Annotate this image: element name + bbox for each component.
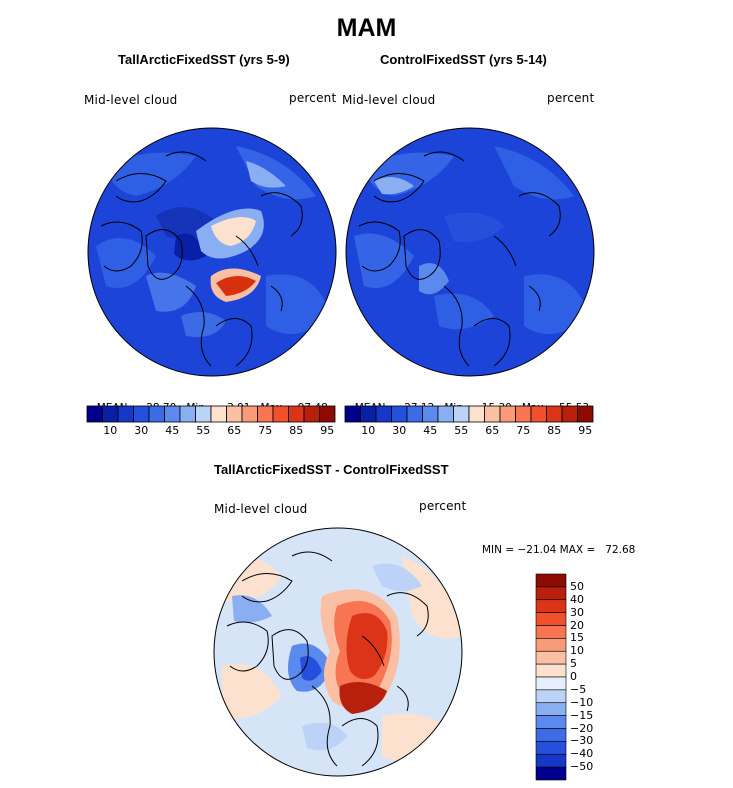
colorbar-swatch bbox=[422, 405, 439, 423]
colorbar-tick-label: 75 bbox=[516, 424, 531, 437]
panel-3-variable-label: Mid-level cloud bbox=[214, 502, 308, 516]
colorbar-swatch bbox=[391, 405, 408, 423]
colorbar-swatch bbox=[117, 405, 134, 423]
colorbar-swatch bbox=[546, 405, 563, 423]
colorbar-tick-label: 75 bbox=[258, 424, 273, 437]
panel-1-title: TallArcticFixedSST (yrs 5-9) bbox=[118, 52, 290, 67]
colorbar-swatch bbox=[535, 715, 567, 729]
colorbar-swatch bbox=[535, 753, 567, 768]
colorbar-swatch bbox=[288, 405, 305, 423]
colorbar-swatch bbox=[535, 663, 567, 678]
colorbar-tick-label: −15 bbox=[570, 708, 594, 722]
colorbar-swatch bbox=[535, 586, 567, 601]
colorbar-tick-label: 55 bbox=[196, 424, 211, 437]
colorbar-swatch bbox=[535, 728, 567, 742]
colorbar-panel-2 bbox=[344, 405, 594, 423]
panel-3-units-label: percent bbox=[419, 499, 467, 513]
colorbar-tick-label: 85 bbox=[547, 424, 562, 437]
colorbar-tick-label: 10 bbox=[103, 424, 118, 437]
colorbar-swatch bbox=[195, 405, 212, 423]
colorbar-swatch bbox=[453, 405, 470, 423]
colorbar-tick-label: 15 bbox=[570, 631, 584, 645]
colorbar-swatch bbox=[515, 405, 532, 423]
colorbar-tick-label: 55 bbox=[454, 424, 469, 437]
colorbar-tick-label: 45 bbox=[165, 424, 180, 437]
panel-3-title: TallArcticFixedSST - ControlFixedSST bbox=[214, 462, 449, 477]
colorbar-tick-label: 30 bbox=[392, 424, 407, 437]
colorbar-swatch bbox=[437, 405, 454, 423]
colorbar-tick-label: 10 bbox=[570, 644, 584, 658]
colorbar-tick-label: −40 bbox=[570, 747, 594, 761]
colorbar-swatch bbox=[406, 405, 423, 423]
colorbar-swatch bbox=[535, 638, 567, 652]
colorbar-tick-label: 85 bbox=[289, 424, 304, 437]
colorbar-swatch bbox=[561, 405, 578, 423]
map-panel-3 bbox=[213, 527, 463, 777]
colorbar-swatch bbox=[102, 405, 119, 423]
colorbar-difference bbox=[535, 573, 567, 781]
colorbar-tick-label: −5 bbox=[570, 682, 587, 696]
colorbar-swatch bbox=[535, 573, 567, 588]
colorbar-swatch bbox=[535, 689, 567, 704]
panel-1-variable-label: Mid-level cloud bbox=[84, 93, 178, 107]
colorbar-tick-label: 65 bbox=[227, 424, 242, 437]
colorbar-swatch bbox=[86, 405, 103, 423]
colorbar-panel-2-ticks: 10 30 45 55 65 75 85 95 bbox=[345, 424, 593, 438]
colorbar-swatch bbox=[535, 702, 567, 716]
colorbar-swatch bbox=[148, 405, 165, 423]
colorbar-swatch bbox=[535, 625, 567, 639]
colorbar-swatch bbox=[344, 405, 361, 423]
colorbar-swatch bbox=[360, 405, 377, 423]
panel-2-title: ControlFixedSST (yrs 5-14) bbox=[380, 52, 547, 67]
colorbar-swatch bbox=[484, 405, 501, 423]
panel-2-variable-label: Mid-level cloud bbox=[342, 93, 436, 107]
colorbar-swatch bbox=[272, 405, 289, 423]
colorbar-swatch bbox=[535, 650, 567, 665]
colorbar-swatch bbox=[241, 405, 258, 423]
map-panel-2 bbox=[345, 127, 595, 377]
colorbar-tick-label: −20 bbox=[570, 721, 594, 735]
colorbar-tick-label: 5 bbox=[570, 657, 577, 671]
panel-3-stats: MIN = −21.04 MAX = 72.68 bbox=[482, 544, 636, 556]
panel-1-units-label: percent bbox=[289, 91, 337, 105]
colorbar-swatch bbox=[179, 405, 196, 423]
colorbar-tick-label: −30 bbox=[570, 734, 594, 748]
colorbar-tick-label: 65 bbox=[485, 424, 500, 437]
colorbar-swatch bbox=[535, 766, 567, 781]
colorbar-panel-1 bbox=[86, 405, 336, 423]
colorbar-swatch bbox=[499, 405, 516, 423]
colorbar-tick-label: −50 bbox=[570, 760, 594, 774]
colorbar-swatch bbox=[303, 405, 320, 423]
colorbar-tick-label: 30 bbox=[134, 424, 149, 437]
colorbar-tick-label: −10 bbox=[570, 695, 594, 709]
colorbar-swatch bbox=[468, 405, 485, 423]
colorbar-swatch bbox=[226, 405, 243, 423]
colorbar-tick-label: 95 bbox=[578, 424, 593, 437]
colorbar-tick-label: 0 bbox=[570, 670, 577, 683]
colorbar-panel-1-ticks: 10 30 45 55 65 75 85 95 bbox=[87, 424, 335, 438]
colorbar-swatch bbox=[535, 599, 567, 613]
colorbar-tick-label: 95 bbox=[320, 424, 335, 437]
colorbar-tick-label: 40 bbox=[570, 592, 584, 606]
panel-2-units-label: percent bbox=[547, 91, 595, 105]
colorbar-difference-ticks: 50 40 30 20 15 10 5 0 −5 −10 −15 −20 −30 −40 −50 bbox=[570, 574, 610, 780]
colorbar-swatch bbox=[133, 405, 150, 423]
colorbar-tick-label: 10 bbox=[361, 424, 376, 437]
colorbar-swatch bbox=[530, 405, 547, 423]
colorbar-swatch bbox=[577, 405, 594, 423]
colorbar-tick-label: 50 bbox=[570, 579, 584, 593]
colorbar-tick-label: 30 bbox=[570, 605, 584, 619]
colorbar-swatch bbox=[319, 405, 336, 423]
colorbar-swatch bbox=[164, 405, 181, 423]
colorbar-swatch bbox=[257, 405, 274, 423]
colorbar-swatch bbox=[535, 741, 567, 755]
colorbar-tick-label: 45 bbox=[423, 424, 438, 437]
colorbar-swatch bbox=[535, 676, 567, 691]
colorbar-tick-label: 20 bbox=[570, 618, 584, 632]
colorbar-swatch bbox=[210, 405, 227, 423]
figure-title: MAM bbox=[336, 14, 397, 42]
colorbar-swatch bbox=[375, 405, 392, 423]
map-panel-1 bbox=[87, 127, 337, 377]
colorbar-swatch bbox=[535, 612, 567, 626]
